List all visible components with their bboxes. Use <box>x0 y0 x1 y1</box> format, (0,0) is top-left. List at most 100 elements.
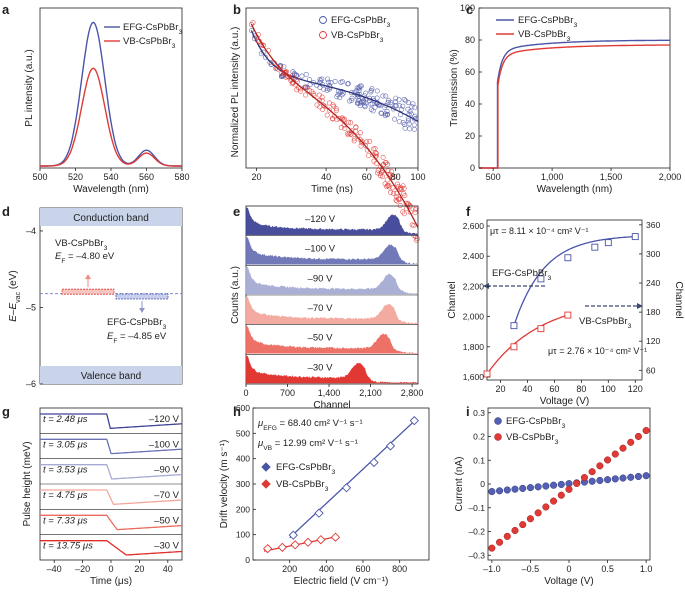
panel-b-point <box>325 76 331 82</box>
panel-b-point <box>289 81 295 87</box>
panel-b-point <box>358 143 364 149</box>
panel-b-point <box>356 85 362 91</box>
panel-i-ytick-label: –0.2 <box>468 527 485 537</box>
panel-f-vb-label-subscript: 3 <box>628 323 632 330</box>
panel-i-point <box>596 462 604 470</box>
panel-b-point <box>400 120 406 126</box>
panel-f-xtick-label: 60 <box>549 384 559 394</box>
panel-b-point <box>349 97 355 103</box>
panel-b-point <box>283 74 289 80</box>
panel-a: 500 520 540 560 580 Wavelength (nm) PL intensi… <box>24 7 190 195</box>
panel-b-point <box>384 184 390 190</box>
panel-b-point <box>338 125 344 131</box>
panel-i-point <box>503 486 511 494</box>
panel-b-point <box>368 106 374 112</box>
conduction-band <box>40 208 182 226</box>
panel-h-ytick-label: 600 <box>236 403 250 413</box>
panel-b-point <box>342 125 348 131</box>
panel-label-b: b <box>233 2 241 17</box>
panel-i-point <box>511 526 519 535</box>
panel-i-xtick-label: 1.0 <box>640 564 653 574</box>
panel-f-efg-label: EFG-CsPbBr3 <box>492 268 551 282</box>
panel-b-point <box>273 65 279 71</box>
panel-b-point <box>383 93 389 99</box>
panel-b-point <box>397 186 403 192</box>
panel-b-point <box>351 138 357 144</box>
panel-b-point <box>384 177 390 183</box>
panel-b-xtick-label: 100 <box>410 172 425 182</box>
panel-i-point <box>534 509 542 517</box>
vb-label: VB-CsPbBr3 <box>55 238 108 252</box>
panel-i-point <box>627 438 635 446</box>
panel-b-point <box>366 152 372 158</box>
panel-i-point <box>565 485 573 493</box>
panel-h-ytick-label: 300 <box>236 479 250 489</box>
panel-d-ytick-label: –4 <box>26 226 36 236</box>
panel-b-point <box>382 181 388 187</box>
panel-f-xtick-label: 120 <box>628 384 643 394</box>
panel-g-voltage-label: –90 V <box>154 465 179 476</box>
panel-b-point <box>330 115 336 121</box>
panel-b-point <box>303 84 309 90</box>
panel-h-point <box>314 508 324 518</box>
panel-i-point <box>573 479 581 488</box>
panel-g-xtick-label: 40 <box>163 564 173 574</box>
panel-b-point <box>321 86 327 92</box>
efg-label: EFG-CsPbBr3 <box>107 317 166 331</box>
panel-b-point <box>357 103 363 109</box>
0-xtick-label: 560 <box>139 172 154 182</box>
panel-i-ytick-label: 0.2 <box>473 432 485 442</box>
panel-b-point <box>386 184 392 190</box>
panel-b-point <box>401 96 407 102</box>
panel-c-xtick-label: 1,000 <box>541 172 564 182</box>
panel-g-voltage-label: –30 V <box>154 541 179 552</box>
panel-e-spectrum <box>245 356 418 384</box>
panel-b-point <box>303 71 309 77</box>
panel-b-point <box>389 101 395 107</box>
panel-b-fit-1 <box>250 23 419 228</box>
panel-h-point <box>277 542 287 552</box>
panel-h-point <box>263 543 273 554</box>
panel-i-point <box>604 456 612 464</box>
2-ytick-label: 100 <box>460 3 475 13</box>
panel-f-ytick-right-label: 360 <box>646 220 660 230</box>
panel-i-point <box>642 427 650 435</box>
panel-b-point <box>395 181 401 187</box>
panel-f-ytick-label: 2,600 <box>463 221 485 231</box>
panel-f-point <box>483 370 491 378</box>
panel-b-point <box>368 101 374 107</box>
efg-ef-main: E <box>107 331 114 342</box>
panel-h-ytick-label: 500 <box>236 428 250 438</box>
panel-b-point <box>390 106 396 112</box>
panel-b-point <box>380 93 386 99</box>
panel-h-mu-efg-rest: = 68.40 cm² V⁻¹ s⁻¹ <box>277 418 363 429</box>
panel-c-xtick-label: 500 <box>486 172 501 182</box>
panel-b-point <box>385 168 391 174</box>
panel-b-point <box>407 126 413 132</box>
panel-b-point <box>326 107 332 113</box>
panel-c-legend-text-subscript: 3 <box>567 36 571 43</box>
panel-b-point <box>319 98 325 104</box>
panel-f-point <box>604 239 612 247</box>
panel-h-xtick-label: 600 <box>355 564 370 574</box>
panel-i-point <box>611 475 619 483</box>
panel-e-trace-label: –100 V <box>305 244 336 255</box>
panel-i-point <box>642 472 650 480</box>
panel-b-point <box>351 136 357 142</box>
panel-b-point <box>390 175 396 181</box>
0-xtick-label: 500 <box>32 172 47 182</box>
panel-b: 20 40 60 80 100 Time (ns) Normalized PL intens… <box>230 7 426 243</box>
panel-b-point <box>377 171 383 177</box>
panel-b-point <box>333 106 339 112</box>
panel-b-point <box>397 203 403 209</box>
panel-b-point <box>260 49 266 55</box>
panel-i-point <box>550 481 558 489</box>
panel-h-point <box>385 441 396 451</box>
panel-b-legend-text: VB-CsPbBr3 <box>331 30 384 44</box>
panel-label-d: d <box>2 204 10 219</box>
panel-i-point <box>488 544 496 552</box>
panel-b-point <box>391 190 397 196</box>
panel-b-point <box>250 20 256 26</box>
2-ytick-label: 0 <box>470 163 475 173</box>
panel-b-point <box>324 112 330 118</box>
